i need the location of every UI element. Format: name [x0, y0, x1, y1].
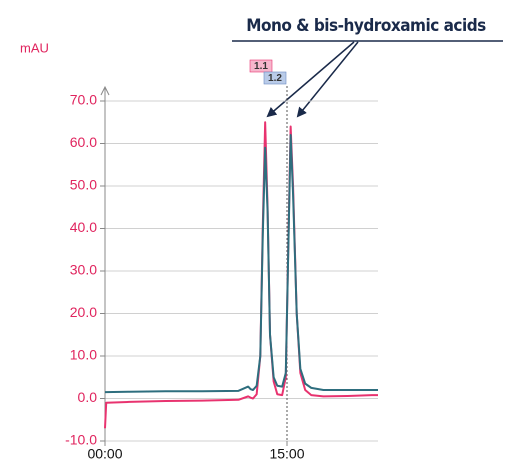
- y-tick-label: 40.0: [70, 219, 97, 235]
- y-tick-label: 20.0: [70, 304, 97, 320]
- series-line: [105, 134, 378, 394]
- y-tick-label: -10.0: [65, 432, 97, 448]
- y-tick-label: 50.0: [70, 177, 97, 193]
- y-tick-label: 60.0: [70, 134, 97, 150]
- peak-label: 1.1: [254, 61, 268, 72]
- peak-label: 1.2: [268, 73, 282, 84]
- y-tick-label: 0.0: [78, 389, 98, 405]
- annotation-arrow: [296, 41, 359, 118]
- y-tick-label: 30.0: [70, 262, 97, 278]
- x-tick-label: 00:00: [87, 446, 122, 462]
- x-tick-label: 15:00: [269, 446, 304, 462]
- series-line: [104, 121, 378, 429]
- y-tick-label: 10.0: [70, 347, 97, 363]
- peak-label-box: [249, 59, 273, 73]
- y-tick-label: 70.0: [70, 92, 97, 108]
- y-axis-label: mAU: [20, 40, 49, 55]
- annotation-arrow: [266, 41, 355, 118]
- y-axis-arrow: [100, 85, 110, 96]
- peak-label-box: [263, 71, 287, 85]
- annotation: Mono & bis-hydroxamic acids: [246, 16, 486, 36]
